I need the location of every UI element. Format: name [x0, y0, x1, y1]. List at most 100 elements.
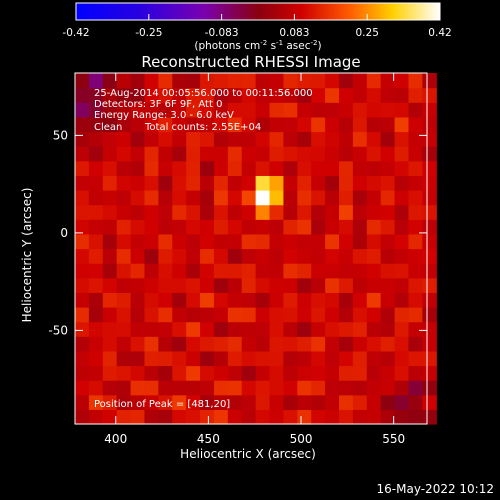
heatmap-cell: [366, 263, 382, 279]
heatmap-cell: [380, 365, 396, 381]
heatmap-cell: [172, 190, 187, 206]
heatmap-cell: [144, 307, 159, 323]
colorbar-tick-label: 0.083: [279, 27, 309, 39]
heatmap-cell: [88, 394, 104, 410]
heatmap-cell: [325, 73, 340, 89]
heatmap-cell: [227, 365, 243, 381]
heatmap-cell: [297, 292, 312, 308]
heatmap-cell: [380, 350, 396, 367]
heatmap-cell: [422, 380, 437, 396]
heatmap-cell: [339, 190, 354, 206]
heatmap-cell: [186, 263, 201, 279]
heatmap-cell: [158, 365, 173, 381]
heatmap-cell: [380, 292, 396, 308]
heatmap-cell: [200, 307, 215, 323]
heatmap-cell: [394, 409, 410, 425]
heatmap-cell: [116, 204, 132, 220]
heatmap-cell: [311, 204, 326, 220]
heatmap-cell: [394, 292, 410, 308]
heatmap-cell: [311, 292, 326, 308]
heatmap-cell: [102, 409, 118, 425]
heatmap-cell: [352, 190, 368, 206]
heatmap-cell: [102, 87, 118, 103]
x-tick-label: 450: [197, 432, 220, 446]
heatmap-cell: [75, 175, 90, 191]
heatmap-cell: [116, 394, 132, 410]
heatmap-cell: [144, 73, 159, 89]
heatmap-cell: [408, 87, 423, 103]
heatmap-cell: [283, 131, 298, 147]
heatmap-cell: [88, 350, 104, 367]
heatmap-cell: [213, 365, 229, 381]
heatmap-cell: [200, 321, 215, 337]
heatmap-cell: [172, 248, 187, 264]
heatmap-cell: [269, 321, 285, 337]
heatmap-cell: [172, 233, 187, 250]
heatmap-cell: [88, 365, 104, 381]
heatmap-cell: [241, 175, 257, 191]
heatmap-cell: [200, 175, 215, 191]
heatmap-cell: [255, 190, 271, 206]
heatmap-cell: [241, 394, 257, 410]
heatmap-cell: [213, 116, 229, 133]
heatmap-cell: [102, 307, 118, 323]
heatmap-cell: [213, 219, 229, 235]
heatmap-cell: [269, 190, 285, 206]
heatmap-cell: [283, 204, 298, 220]
heatmap-cell: [130, 233, 146, 250]
heatmap-cell: [116, 380, 132, 396]
heatmap-cell: [339, 365, 354, 381]
heatmap-cell: [130, 321, 146, 337]
heatmap-cell: [366, 394, 382, 410]
heatmap-cell: [102, 102, 118, 118]
heatmap-cell: [213, 292, 229, 308]
heatmap-cell: [241, 160, 257, 176]
heatmap-cell: [352, 219, 368, 235]
heatmap-cell: [172, 277, 187, 293]
heatmap-cell: [116, 190, 132, 206]
heatmap-cell: [102, 350, 118, 367]
heatmap-cell: [269, 409, 285, 425]
heatmap-cell: [283, 73, 298, 89]
heatmap-cell: [241, 277, 257, 293]
heatmap-cell: [297, 87, 312, 103]
heatmap-cell: [366, 365, 382, 381]
heatmap-cell: [325, 394, 340, 410]
heatmap-cell: [325, 321, 340, 337]
heatmap-cell: [283, 292, 298, 308]
heatmap-cell: [241, 146, 257, 162]
heatmap-cell: [283, 263, 298, 279]
heatmap-cell: [255, 87, 271, 103]
heatmap-cell: [394, 102, 410, 118]
heatmap-cell: [158, 277, 173, 293]
heatmap-cell: [283, 409, 298, 425]
heatmap-cell: [102, 146, 118, 162]
heatmap-cell: [311, 87, 326, 103]
heatmap-cell: [255, 73, 271, 89]
heatmap-cell: [130, 365, 146, 381]
y-tick-label: -50: [48, 323, 68, 337]
heatmap-cell: [325, 87, 340, 103]
heatmap-cell: [352, 116, 368, 133]
heatmap-cell: [213, 131, 229, 147]
heatmap-cell: [186, 365, 201, 381]
heatmap-cell: [255, 131, 271, 147]
heatmap-cell: [130, 248, 146, 264]
heatmap-cell: [200, 263, 215, 279]
heatmap-cell: [394, 219, 410, 235]
heatmap-cell: [130, 219, 146, 235]
heatmap-cell: [213, 146, 229, 162]
heatmap-cell: [213, 380, 229, 396]
heatmap-cell: [408, 336, 423, 352]
heatmap-cell: [255, 248, 271, 264]
heatmap-cell: [186, 73, 201, 89]
heatmap-cell: [116, 73, 132, 89]
heatmap-cell: [352, 175, 368, 191]
heatmap-cell: [283, 146, 298, 162]
heatmap-cell: [158, 219, 173, 235]
heatmap-cell: [366, 248, 382, 264]
heatmap-cell: [269, 380, 285, 396]
heatmap-cell: [255, 175, 271, 191]
heatmap-cell: [88, 277, 104, 293]
heatmap-cell: [394, 87, 410, 103]
